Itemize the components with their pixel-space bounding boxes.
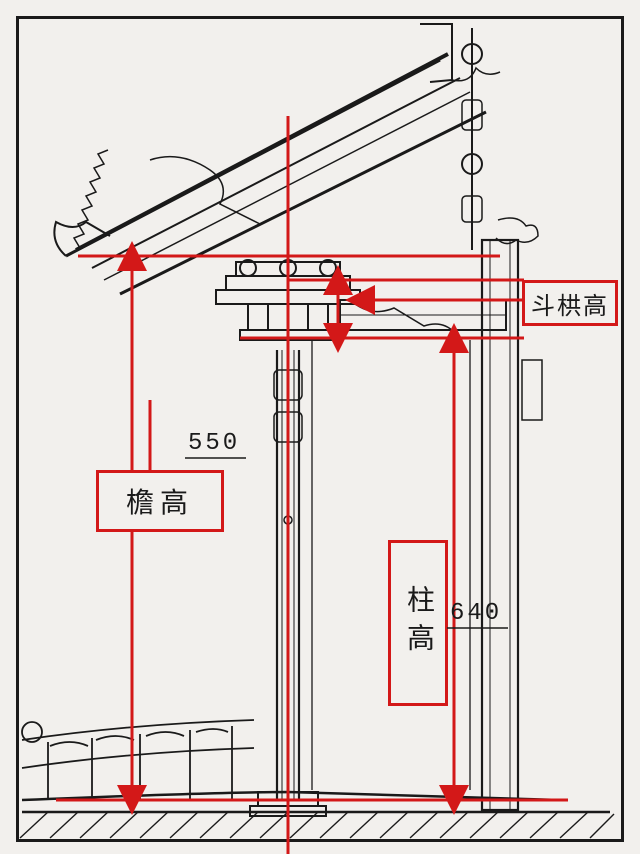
dimension-640-underline: [0, 0, 640, 854]
